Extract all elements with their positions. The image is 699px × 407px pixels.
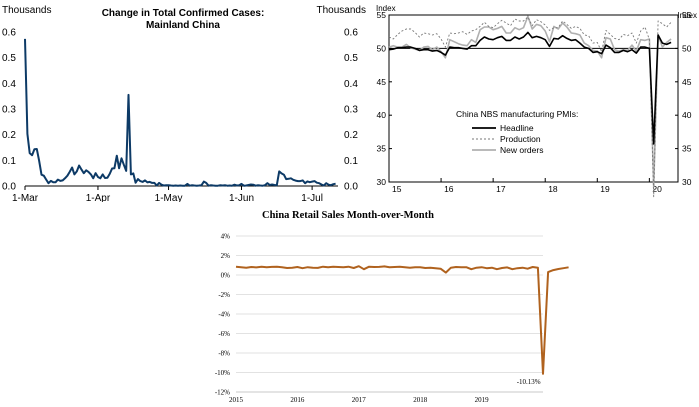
- x-tick-label: 16: [444, 184, 454, 194]
- y-tick-label: -6%: [218, 330, 230, 338]
- y-tick-label-right: 40: [682, 110, 692, 120]
- x-tick-label: 2015: [229, 396, 244, 404]
- left-axis-unit-label: Index: [376, 4, 396, 13]
- chart-nbs-pmi: Index Index 30 30 35 35 40 40 45 45 50 50 55 55 15 16…: [376, 4, 697, 198]
- x-tick-label: 1-Apr: [86, 193, 111, 202]
- left-axis-unit-label: Thousands: [2, 5, 51, 16]
- x-tick-label: 1-May: [155, 193, 183, 202]
- data-label: -10.13%: [517, 378, 541, 386]
- y-tick-label-left: 35: [377, 144, 387, 154]
- y-tick-label-left: 30: [377, 177, 387, 187]
- chart-title: Change in Total Confirmed Cases:: [102, 8, 265, 19]
- y-tick-label-left: 55: [377, 10, 387, 20]
- y-tick-label-left: 0.4: [2, 79, 16, 90]
- y-tick-label-right: 0.0: [344, 182, 358, 193]
- x-tick-label: 2018: [413, 396, 428, 404]
- y-tick-label-right: 0.1: [344, 156, 358, 167]
- series-line: [235, 265, 569, 375]
- y-tick-label: 2%: [221, 252, 231, 260]
- y-tick-label-right: 30: [682, 177, 692, 187]
- x-tick-label: 1-Mar: [12, 193, 39, 202]
- y-tick-label: -8%: [218, 350, 230, 358]
- series-line: [24, 38, 336, 187]
- x-tick-label: 18: [548, 184, 558, 194]
- y-tick-label-left: 40: [377, 110, 387, 120]
- legend: China NBS manufacturing PMIs: Headline P…: [456, 109, 578, 155]
- x-tick-label: 19: [600, 184, 610, 194]
- x-tick-label: 17: [496, 184, 506, 194]
- chart-confirmed-cases: Thousands Thousands Change in Total Conf…: [2, 5, 366, 202]
- legend-label-headline: Headline: [500, 123, 534, 133]
- y-tick-label-left: 45: [377, 77, 387, 87]
- x-tick-label: 2019: [475, 396, 490, 404]
- y-tick-label: -10%: [215, 369, 230, 377]
- y-tick-label-left: 50: [377, 43, 387, 53]
- right-axis-unit-label: Index: [677, 11, 697, 20]
- right-axis-unit-label: Thousands: [317, 5, 366, 16]
- plot-frame: [388, 14, 679, 183]
- legend-title: China NBS manufacturing PMIs:: [456, 109, 578, 119]
- y-tick-label: 0%: [221, 272, 231, 280]
- chart-subtitle: Mainland China: [146, 20, 220, 31]
- y-tick-label-right: 0.5: [344, 53, 358, 64]
- y-tick-label: -12%: [215, 389, 230, 397]
- y-tick-label-right: 50: [682, 43, 692, 53]
- x-tick-label: 1-Jul: [301, 193, 323, 202]
- y-tick-label-right: 0.4: [344, 79, 358, 90]
- legend-label-new-orders: New orders: [500, 145, 543, 155]
- x-tick-label: 15: [392, 184, 402, 194]
- legend-label-production: Production: [500, 134, 541, 144]
- y-tick-label-left: 0.6: [2, 28, 16, 39]
- y-tick-label: -4%: [218, 311, 230, 319]
- y-tick-label: -2%: [218, 291, 230, 299]
- y-tick-label-right: 0.6: [344, 28, 358, 39]
- y-tick-label-right: 0.3: [344, 105, 358, 116]
- y-tick-label-left: 0.5: [2, 53, 16, 64]
- y-tick-label-right: 55: [682, 10, 692, 20]
- y-tick-label-left: 0.3: [2, 105, 16, 116]
- y-tick-label-left: 0.1: [2, 156, 16, 167]
- x-tick-label: 20: [652, 184, 662, 194]
- y-tick-label: 4%: [221, 233, 231, 241]
- y-tick-label-left: 0.0: [2, 182, 16, 193]
- x-tick-label: 1-Jun: [229, 193, 254, 202]
- chart-title: China Retail Sales Month-over-Month: [262, 210, 434, 221]
- y-tick-label-right: 0.2: [344, 130, 358, 141]
- x-tick-label: 2017: [352, 396, 367, 404]
- y-tick-label-left: 0.2: [2, 130, 16, 141]
- y-tick-label-right: 35: [682, 144, 692, 154]
- series-line-production: [388, 16, 672, 198]
- series-line-new-orders: [388, 15, 672, 188]
- series-line-headline: [388, 31, 672, 145]
- chart-retail-sales: China Retail Sales Month-over-Month 4% 2%…: [215, 210, 569, 404]
- y-tick-label-right: 45: [682, 77, 692, 87]
- x-tick-label: 2016: [290, 396, 305, 404]
